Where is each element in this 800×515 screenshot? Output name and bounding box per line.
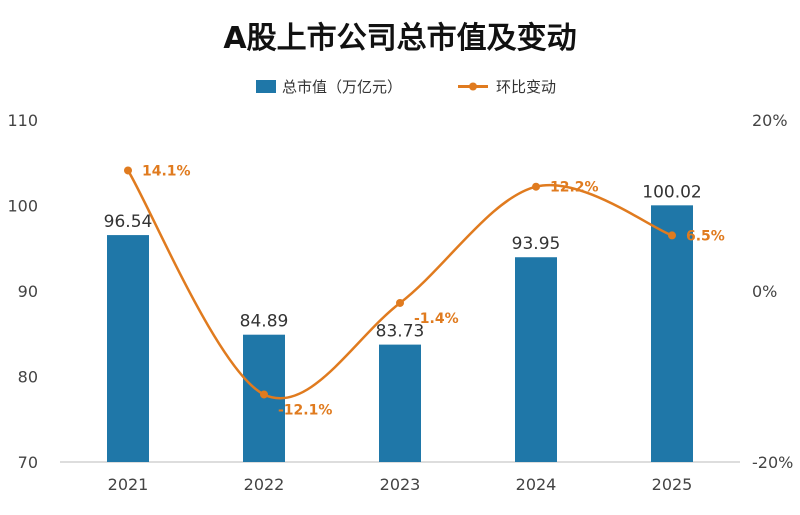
bar xyxy=(107,235,149,462)
line-value-label: 6.5% xyxy=(686,228,725,244)
y-right-tick-label: 0% xyxy=(752,282,777,301)
bar-value-label: 100.02 xyxy=(642,182,701,202)
line-point xyxy=(532,182,540,191)
line-point xyxy=(396,298,404,307)
y-right-tick-label: -20% xyxy=(752,453,793,472)
line-value-label: 12.2% xyxy=(550,180,599,196)
bar-value-label: 93.95 xyxy=(512,234,561,254)
bar xyxy=(379,344,421,462)
line-point xyxy=(124,166,132,175)
bar-value-label: 84.89 xyxy=(240,312,289,332)
chart-title: A股上市公司总市值及变动 xyxy=(223,21,576,56)
line-point xyxy=(260,390,268,399)
line-value-label: -12.1% xyxy=(278,402,332,418)
x-tick-label: 2024 xyxy=(516,475,557,494)
x-tick-label: 2023 xyxy=(380,475,421,494)
line-value-label: -1.4% xyxy=(414,311,459,327)
axes: 70 80 90 100 110 -20% 0% 20% 2021 2022 2023 2024 202… xyxy=(7,111,793,494)
y-left-tick-label: 100 xyxy=(7,197,38,216)
data-labels: 96.54 84.89 83.73 93.95 100.02 14.1% -12.1% -1.… xyxy=(104,163,725,418)
y-left-tick-label: 80 xyxy=(18,368,38,387)
legend-bar-swatch xyxy=(256,80,276,93)
y-left-tick-label: 70 xyxy=(18,453,38,472)
y-right-tick-label: 20% xyxy=(752,111,788,130)
change-line xyxy=(126,169,673,400)
bar-series xyxy=(107,205,693,463)
legend-line-marker xyxy=(469,82,477,91)
bar-value-label: 96.54 xyxy=(104,212,153,232)
y-left-tick-label: 90 xyxy=(18,282,38,301)
line-point xyxy=(668,231,676,240)
y-left-tick-label: 110 xyxy=(7,111,38,130)
x-tick-label: 2022 xyxy=(244,475,285,494)
line-series xyxy=(124,166,676,400)
x-tick-label: 2021 xyxy=(108,475,149,494)
x-tick-label: 2025 xyxy=(652,475,693,494)
legend-line-label: 环比变动 xyxy=(496,78,556,96)
bar-value-label: 83.73 xyxy=(376,322,425,342)
legend-bar-label: 总市值（万亿元） xyxy=(282,78,402,96)
bar xyxy=(651,205,693,463)
bar xyxy=(515,257,557,462)
legend: 总市值（万亿元） 环比变动 xyxy=(256,78,556,96)
line-value-label: 14.1% xyxy=(142,163,191,179)
